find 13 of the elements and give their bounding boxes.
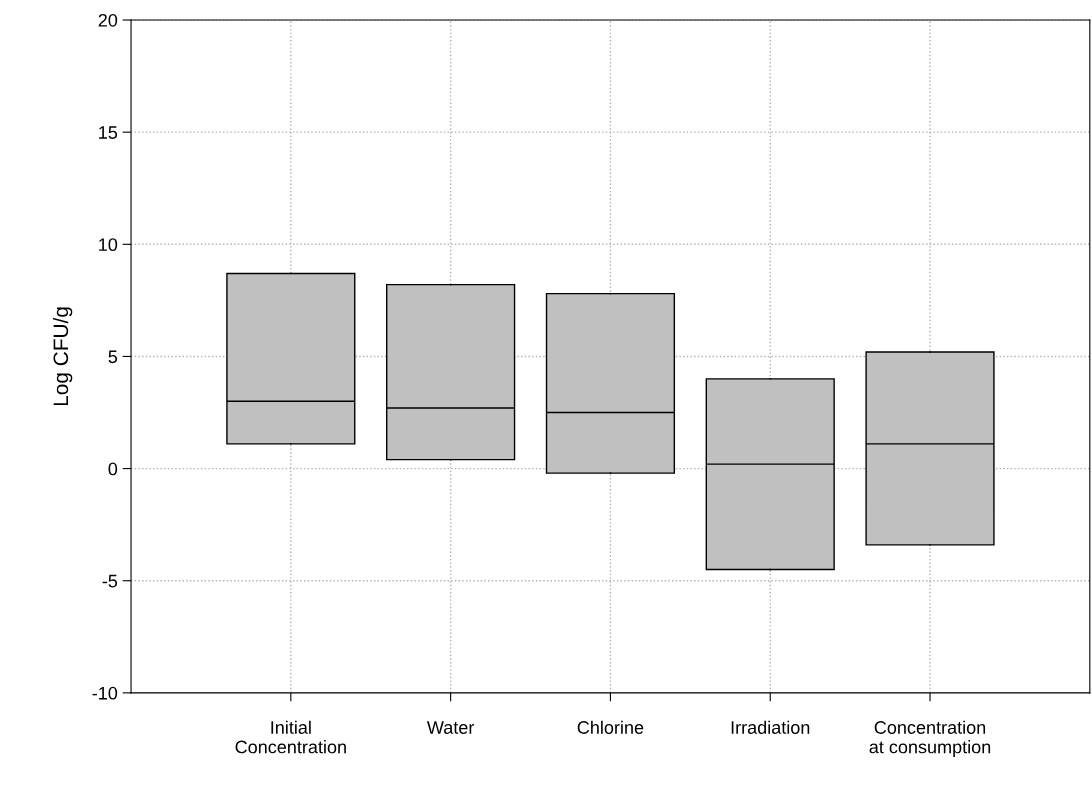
y-tick-label: -5 — [102, 574, 118, 588]
x-tick-label: Initial Concentration — [235, 720, 346, 754]
y-tick-label: 10 — [99, 238, 118, 252]
y-tick-label: 0 — [108, 462, 118, 476]
y-tick-label: 5 — [108, 350, 118, 364]
x-tick-label: Concentration at consumption — [869, 720, 991, 757]
y-axis-title: Log CFU/g — [52, 307, 73, 406]
x-tick-label: Chlorine — [577, 720, 644, 734]
y-tick-label: 20 — [98, 13, 118, 27]
x-tick-label: Irradiation — [731, 720, 810, 734]
y-tick-label: 15 — [99, 126, 118, 139]
y-tick-label: -10 — [92, 686, 118, 700]
x-tick-label: Water — [426, 721, 475, 734]
